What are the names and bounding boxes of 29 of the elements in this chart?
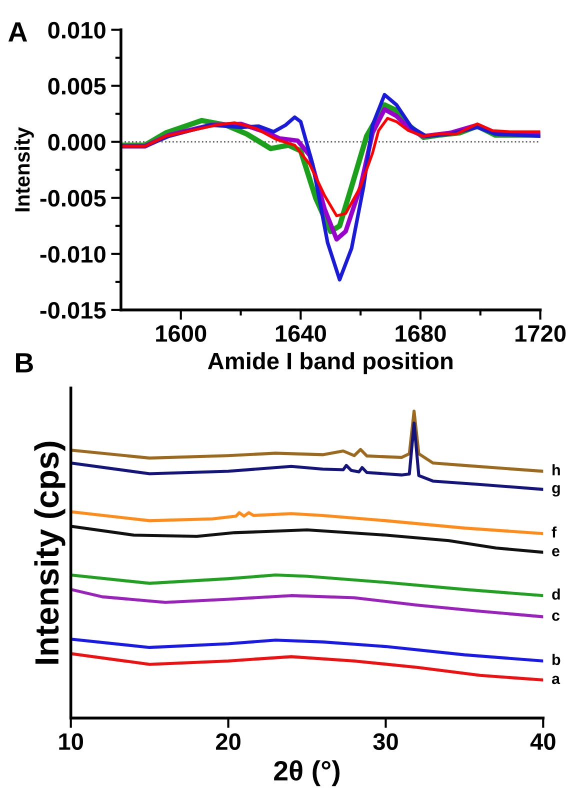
x-tick-label: 20 bbox=[216, 733, 240, 750]
line-series bbox=[120, 116, 540, 218]
x-tick-label: 1600 bbox=[156, 325, 206, 342]
y-axis-title: Intensity bbox=[14, 127, 34, 212]
series-label: d bbox=[552, 588, 560, 600]
y-axis-title: Intensity (cps) bbox=[34, 442, 66, 664]
series-label: c bbox=[552, 612, 560, 621]
y-tick-label: 0.005 bbox=[48, 78, 106, 95]
series-label: f bbox=[552, 526, 557, 538]
series-label: a bbox=[552, 676, 560, 684]
series-label: e bbox=[552, 548, 560, 556]
y-tick-label: -0.015 bbox=[40, 302, 106, 319]
chart-title: A bbox=[8, 22, 28, 42]
y-tick-label: 0.010 bbox=[48, 22, 106, 39]
x-tick-label: 1680 bbox=[396, 325, 446, 342]
series-label: h bbox=[552, 464, 560, 476]
series-label: g bbox=[552, 485, 560, 497]
x-tick-label: 30 bbox=[373, 733, 398, 750]
y-tick-label: -0.010 bbox=[40, 246, 106, 263]
y-tick-label: -0.005 bbox=[40, 190, 106, 207]
x-axis-title: Amide I band position bbox=[208, 352, 452, 374]
chart-title: B bbox=[16, 353, 33, 372]
x-tick-label: 10 bbox=[59, 733, 84, 750]
y-tick-label: 0.000 bbox=[48, 134, 106, 151]
x-tick-label: 1720 bbox=[516, 325, 566, 342]
x-axis-title: 2θ (°) bbox=[274, 760, 340, 786]
x-tick-label: 40 bbox=[530, 733, 556, 750]
x-tick-label: 1640 bbox=[276, 325, 326, 342]
series-label: b bbox=[552, 654, 560, 666]
